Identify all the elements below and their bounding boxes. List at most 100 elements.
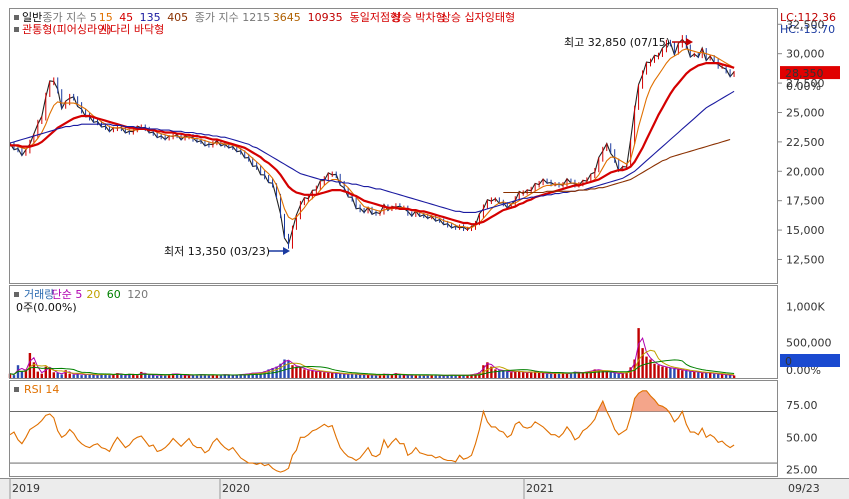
volume-bar	[64, 370, 67, 378]
last-volume-badge	[780, 354, 840, 367]
volume-bar	[219, 374, 223, 378]
rsi-panel-frame	[9, 380, 778, 477]
volume-bar	[40, 373, 43, 378]
volume-bar	[533, 372, 537, 378]
low-arrow-head	[283, 247, 290, 255]
series-ma135-line	[9, 90, 735, 213]
volume-legend-item: 20	[86, 288, 100, 301]
volume-bar	[183, 375, 187, 378]
volume-bar	[657, 365, 660, 378]
volume-bar	[514, 370, 517, 378]
x-axis-strip	[0, 478, 849, 499]
volume-bar	[187, 375, 191, 378]
volume-bar	[156, 375, 159, 378]
price-legend-item: 종가 지수 1215	[195, 11, 270, 24]
volume-bar	[374, 375, 378, 378]
price-legend-item: 10935	[308, 11, 343, 24]
volume-bar	[585, 371, 589, 378]
volume-bar	[553, 373, 557, 378]
volume-bar	[215, 375, 219, 378]
volume-bar	[259, 372, 262, 378]
volume-bar	[323, 372, 326, 378]
volume-bar	[426, 375, 429, 378]
volume-bar	[720, 374, 724, 378]
rsi-legend-item: RSI 14	[24, 383, 59, 396]
volume-bar	[454, 375, 457, 378]
volume-bar	[291, 365, 294, 378]
volume-bar	[255, 373, 258, 378]
rsi-tick-label: 50.00	[786, 431, 818, 444]
price-legend-item: 135	[140, 11, 161, 24]
volume-bar	[518, 371, 521, 378]
volume-bar	[132, 374, 135, 378]
volume-bar	[522, 372, 525, 378]
volume-bar	[68, 373, 71, 378]
volume-bar	[593, 369, 596, 378]
volume-bar	[653, 363, 656, 378]
volume-bar	[414, 374, 417, 378]
rsi-line	[9, 390, 735, 473]
price-legend-item: 45	[119, 11, 133, 24]
volume-bar	[601, 370, 604, 378]
rsi-legend[interactable]: RSI 14	[24, 383, 59, 396]
volume-bar	[705, 372, 708, 378]
volume-bar	[92, 374, 95, 378]
volume-bar	[339, 373, 342, 378]
volume-bar	[223, 374, 226, 378]
volume-panel-frame	[9, 285, 778, 379]
volume-bar	[581, 372, 585, 378]
legend-marker	[14, 27, 19, 32]
price-legend-row1[interactable]: 일반 종가 지수 5 15 45 135 405 종가 지수 1215 3645 10935 동일…	[14, 10, 515, 392]
volume-bar	[243, 374, 246, 378]
volume-bar	[283, 359, 286, 378]
volume-bar	[100, 373, 103, 378]
volume-legend-item: 120	[127, 288, 148, 301]
volume-bar	[597, 370, 600, 378]
volume-tick-label: 500,000	[786, 336, 832, 349]
volume-bar	[120, 374, 123, 378]
volume-bar	[136, 375, 139, 378]
volume-bar	[526, 373, 529, 378]
volume-bar	[335, 373, 338, 378]
volume-bar	[398, 375, 402, 378]
volume-bar	[438, 375, 441, 378]
low-annotation: 최저 13,350 (03/23)	[164, 245, 270, 258]
volume-bar	[211, 374, 215, 378]
volume-bar	[307, 370, 310, 378]
lc-readout: LC:112.36	[780, 11, 836, 24]
volume-bar	[231, 375, 234, 378]
volume-bar	[629, 367, 632, 378]
volume-bar	[354, 374, 358, 378]
rsi-tick-label: 25.00	[786, 464, 818, 477]
volume-bar	[263, 371, 266, 378]
volume-bar	[347, 374, 350, 378]
last-price-text: 28,350	[785, 67, 824, 80]
volume-tick-label: 0.00%	[786, 364, 821, 377]
volume-bar	[506, 371, 509, 378]
volume-bar	[685, 370, 688, 378]
x-axis-labels: 2019 2020 2021 09/23	[9, 478, 820, 499]
volume-bar	[287, 360, 290, 378]
price-legend-row2[interactable]: 관통형(피어싱라인)사다리 바닥형	[22, 23, 164, 36]
volume-bar	[44, 366, 47, 378]
volume-bar	[195, 374, 199, 378]
volume-bar	[12, 375, 16, 378]
volume-bar	[470, 374, 473, 378]
volume-bar	[239, 374, 242, 378]
x-axis-label: 2020	[222, 482, 250, 495]
volume-bar	[72, 374, 75, 378]
last-price-badge	[780, 66, 840, 80]
volume-bar	[557, 372, 561, 378]
series-ma405-line	[503, 138, 731, 194]
price-tick-label: 15,000	[786, 224, 825, 237]
volume-bar	[32, 362, 36, 378]
volume-bar	[394, 373, 398, 378]
volume-bar	[311, 370, 314, 378]
volume-bar	[319, 371, 322, 378]
series-ma15-line	[10, 48, 735, 229]
volume-bar	[60, 374, 63, 378]
volume-bar	[530, 371, 533, 378]
annotation-arrows	[269, 38, 693, 255]
hc-readout: HC:-13.70	[780, 23, 835, 36]
